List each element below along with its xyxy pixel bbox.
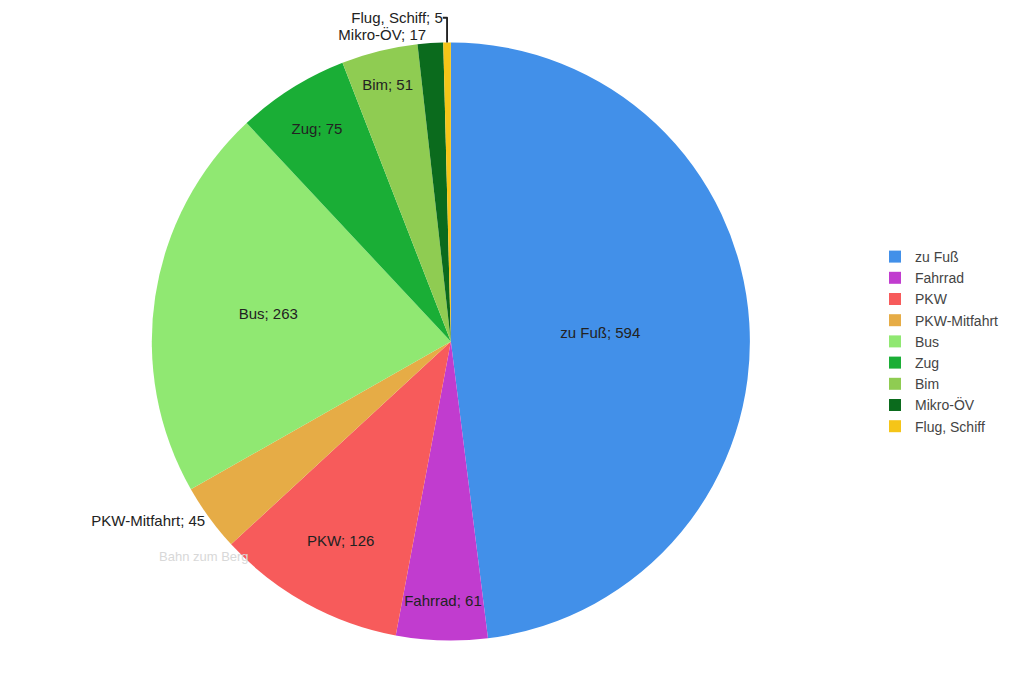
svg-text:PKW-Mitfahrt; 45: PKW-Mitfahrt; 45 — [91, 512, 205, 529]
svg-text:PKW-Mitfahrt: PKW-Mitfahrt — [915, 313, 998, 329]
svg-text:Bus: Bus — [915, 334, 939, 350]
svg-text:Fahrrad; 61: Fahrrad; 61 — [404, 592, 482, 609]
svg-text:zu Fuß: zu Fuß — [915, 249, 959, 265]
svg-text:PKW; 126: PKW; 126 — [307, 532, 374, 549]
svg-text:Zug; 75: Zug; 75 — [292, 120, 343, 137]
svg-text:PKW: PKW — [915, 291, 948, 307]
svg-text:Zug: Zug — [915, 355, 939, 371]
svg-text:Flug, Schiff; 5: Flug, Schiff; 5 — [351, 9, 442, 26]
svg-text:Bim: Bim — [915, 376, 939, 392]
svg-text:Mikro-ÖV; 17: Mikro-ÖV; 17 — [338, 26, 426, 43]
svg-text:Bahn zum Berg: Bahn zum Berg — [159, 549, 249, 564]
svg-text:Bus; 263: Bus; 263 — [239, 305, 298, 322]
svg-text:Bim; 51: Bim; 51 — [362, 76, 413, 93]
svg-text:Flug, Schiff: Flug, Schiff — [915, 419, 985, 435]
svg-text:zu Fuß; 594: zu Fuß; 594 — [560, 324, 640, 341]
svg-text:Fahrrad: Fahrrad — [915, 270, 964, 286]
svg-text:Mikro-ÖV: Mikro-ÖV — [915, 396, 975, 413]
